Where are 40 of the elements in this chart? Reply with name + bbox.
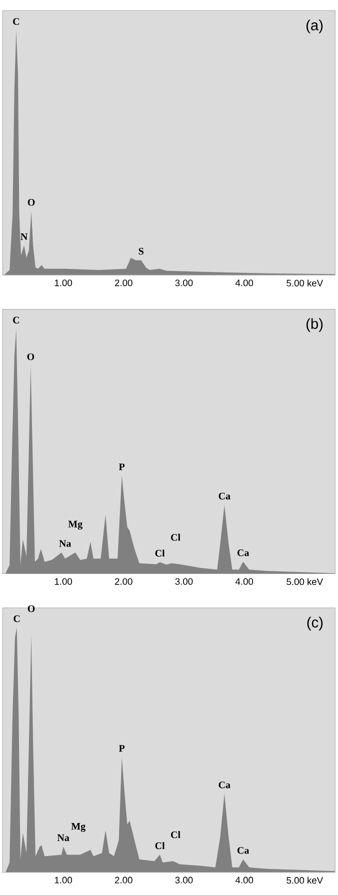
annotation: Mg	[71, 823, 86, 832]
annotation: O	[28, 605, 34, 612]
annotation: Ca	[237, 549, 249, 556]
chart-title: (c)	[307, 616, 322, 630]
annotation: Na	[57, 834, 70, 842]
x-tick-label: 3.00	[175, 876, 192, 884]
annotation: P	[118, 464, 124, 470]
chart-title: (b)	[306, 318, 322, 332]
annotation: P	[118, 745, 124, 752]
x-tick-label: 4.00	[235, 578, 253, 585]
x-tick-label: 1.00	[54, 280, 72, 286]
annotation: Mg	[68, 520, 82, 530]
x-tick-label: 5.00 keV	[286, 876, 323, 884]
annotation: C	[12, 316, 19, 324]
x-tick-label: 2.00	[114, 876, 132, 884]
x-tick-label: 1.00	[54, 876, 72, 884]
annotation: S	[138, 248, 144, 255]
x-tick-label: 2.00	[114, 578, 132, 585]
x-tick-label: 2.00	[114, 280, 132, 286]
x-tick-label: 3.00	[175, 578, 192, 585]
annotation: Na	[58, 540, 71, 547]
annotation: O	[28, 199, 34, 206]
annotation: Ca	[218, 782, 230, 788]
x-tick-label: 4.00	[235, 876, 253, 884]
annotation: Ca	[237, 847, 249, 854]
annotation: Cl	[170, 534, 180, 541]
x-tick-label: 5.00 keV	[286, 280, 323, 286]
x-tick-label: 1.00	[54, 578, 72, 585]
x-tick-label: 4.00	[235, 280, 253, 286]
annotation: C	[13, 615, 20, 622]
annotation: N	[20, 233, 28, 240]
annotation: O	[27, 353, 34, 360]
annotation: Cl	[155, 842, 164, 850]
annotation: Cl	[155, 550, 164, 557]
annotation: Ca	[218, 492, 230, 500]
x-tick-label: 5.00 keV	[286, 578, 323, 586]
chart-title: (a)	[306, 20, 322, 34]
annotation: Cl	[170, 831, 180, 838]
x-tick-label: 3.00	[175, 280, 192, 286]
annotation: C	[12, 18, 19, 25]
